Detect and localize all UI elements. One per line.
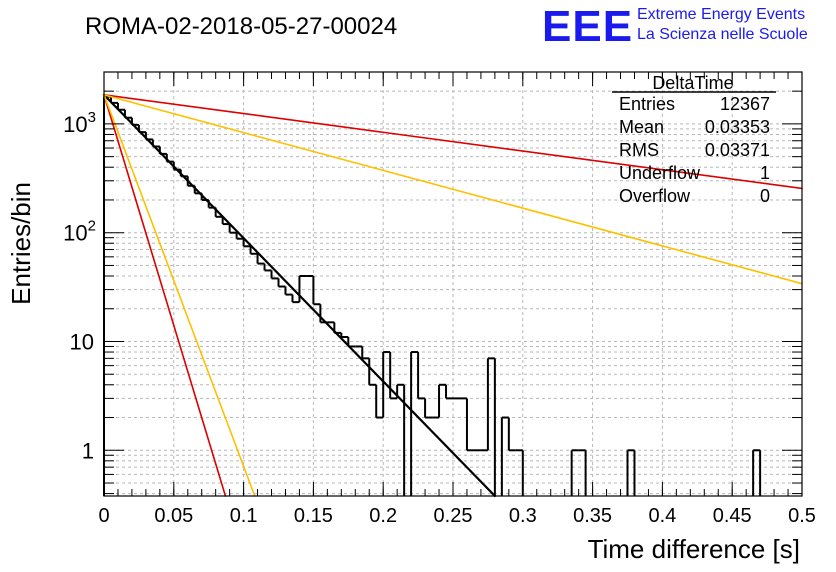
- stats-label: RMS: [619, 140, 659, 160]
- axes: 0 0.05 0.1 0.15 0.2 0.25 0.3 0.35 0.4 0.45 0.51101…: [63, 71, 816, 527]
- x-tick-label: 0.3: [509, 505, 537, 527]
- stats-label: Entries: [619, 94, 675, 114]
- logo-line1: Extreme Energy Events: [637, 6, 805, 23]
- logo-line2: La Scienza nelle Scuole: [637, 26, 808, 43]
- stats-value: 1: [760, 163, 770, 183]
- x-tick-label: 0.15: [294, 505, 333, 527]
- stats-value: 0: [760, 186, 770, 206]
- stats-box: DeltaTime Entries 12367 Mean 0.03353 RMS 0.03…: [612, 73, 776, 206]
- fit-line-orange-fast: [103, 94, 256, 497]
- x-tick-label: 0.35: [573, 505, 612, 527]
- x-tick-label: 0.25: [434, 505, 473, 527]
- stats-name: DeltaTime: [652, 73, 733, 93]
- eee-logo: EEE Extreme Energy Events La Scienza nel…: [542, 2, 808, 51]
- fit-line-orange-slow: [103, 94, 803, 285]
- y-tick-label: 1: [82, 438, 94, 463]
- x-tick-label: 0.45: [713, 505, 752, 527]
- y-tick-label: 103: [63, 109, 96, 137]
- grid: [104, 71, 802, 496]
- logo-mark: EEE: [542, 2, 633, 51]
- stats-value: 0.03353: [705, 117, 770, 137]
- x-tick-label: 0.05: [154, 505, 193, 527]
- fit-line-red-slow: [103, 94, 803, 190]
- fit-line-fit: [102, 93, 496, 498]
- plot-frame: [103, 71, 803, 497]
- fit-curves: [102, 93, 803, 498]
- x-tick-label: 0.1: [230, 505, 258, 527]
- y-tick-label: 102: [63, 218, 96, 246]
- x-axis-label: Time difference [s]: [588, 534, 800, 564]
- stats-label: Overflow: [619, 186, 691, 206]
- stats-label: Mean: [619, 117, 664, 137]
- fit-line-red-fast: [103, 94, 227, 497]
- x-tick-label: 0: [98, 505, 109, 527]
- stats-label: Underflow: [619, 163, 701, 183]
- run-title: ROMA-02-2018-05-27-00024: [85, 13, 397, 40]
- stats-value: 0.03371: [705, 140, 770, 160]
- x-tick-label: 0.4: [648, 505, 676, 527]
- y-axis-label: Entries/bin: [6, 182, 36, 305]
- x-tick-label: 0.5: [788, 505, 816, 527]
- y-tick-label: 10: [70, 329, 94, 354]
- x-tick-label: 0.2: [369, 505, 397, 527]
- stats-value: 12367: [720, 94, 770, 114]
